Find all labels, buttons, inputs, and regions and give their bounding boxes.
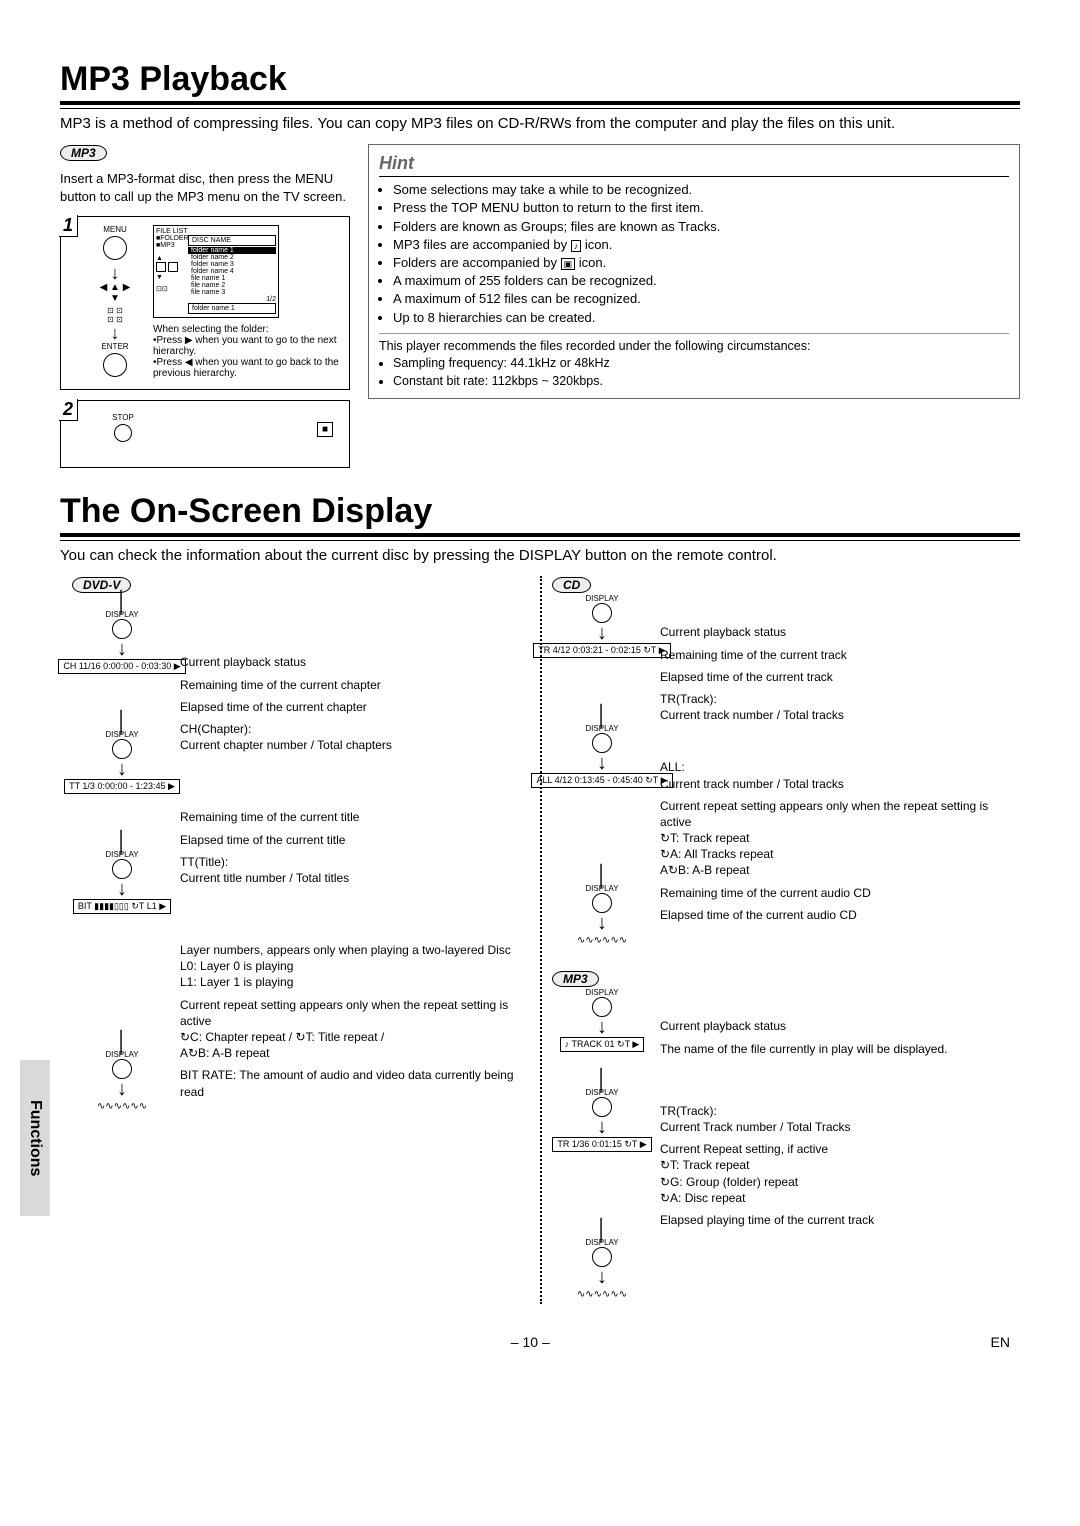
page-footer: – 10 – EN: [60, 1334, 1020, 1350]
mp3-badge: MP3: [60, 144, 350, 162]
osd-heading: The On-Screen Display: [60, 492, 1020, 531]
hint-list: Some selections may take a while to be r…: [379, 181, 1009, 327]
cd-badge: CD: [552, 576, 1008, 594]
osd-bar-all: ALL 4/12 0:13:45 - 0:45:40 ↻T ▶: [531, 773, 672, 788]
osd-bar-ch: CH 11/16 0:00:00 - 0:03:30 ▶: [58, 659, 185, 674]
osd-bar-tt: TT 1/3 0:00:00 - 1:23:45 ▶: [64, 779, 180, 794]
note-icon: ♪: [571, 240, 582, 252]
mp3-list1: Current playback status The name of the …: [660, 1018, 1008, 1056]
flow-display-1: │ DISPLAY ↓ CH 11/16 0:00:00 - 0:03:30 ▶…: [72, 594, 172, 1116]
cd-list2: ALL: Current track number / Total tracks…: [660, 759, 1008, 923]
mp3-osd-badge: MP3: [552, 970, 1008, 988]
cd-list1: Current playback status Remaining time o…: [660, 624, 1008, 723]
step-1-box: 1 MENU ↓ ◀ ▲ ▶▼ ⊡ ⊡⊡ ⊡ ↓ ENTER FI: [60, 216, 350, 390]
hint-title: Hint: [379, 151, 1009, 177]
remote-sketch-stop: STOP: [93, 413, 153, 446]
dvdv-badge: DVD-V: [72, 576, 528, 594]
heading-rule-2: [60, 533, 1020, 541]
remote-sketch-menu: MENU ↓ ◀ ▲ ▶▼ ⊡ ⊡⊡ ⊡ ↓ ENTER: [85, 225, 145, 381]
mp3-intro: MP3 is a method of compressing files. Yo…: [60, 115, 1020, 132]
mp3-list2: TR(Track): Current Track number / Total …: [660, 1103, 1008, 1228]
osd-bar-bit: BIT ▮▮▮▮▯▯▯ ↻T L1 ▶: [73, 899, 171, 914]
flow-display-mp3: DISPLAY ↓ ♪ TRACK 01 ↻T ▶ │ DISPLAY ↓ TR…: [552, 988, 652, 1304]
step-1-number: 1: [59, 215, 78, 237]
side-tab-functions: Functions: [20, 1060, 50, 1216]
dvdv-list2: Remaining time of the current title Elap…: [180, 809, 528, 886]
stop-icon: ■: [317, 422, 333, 437]
step-2-box: 2 STOP ■: [60, 400, 350, 468]
mp3-playback-heading: MP3 Playback: [60, 60, 1020, 99]
osd-bar-tr: TR 4/12 0:03:21 - 0:02:15 ↻T ▶: [533, 643, 670, 658]
hint-recs-intro: This player recommends the files recorde…: [379, 338, 1009, 356]
step1-notes: When selecting the folder: •Press ▶ when…: [153, 324, 341, 379]
osd-bar-tr2: TR 1/36 0:01:15 ↻T ▶: [552, 1137, 651, 1152]
flow-display-cd: DISPLAY ↓ TR 4/12 0:03:21 - 0:02:15 ↻T ▶…: [552, 594, 652, 950]
osd-bar-track: ♪ TRACK 01 ↻T ▶: [560, 1037, 645, 1052]
column-divider: [540, 576, 542, 1304]
dvdv-list1: Current playback status Remaining time o…: [180, 654, 528, 753]
dvdv-list3: Layer numbers, appears only when playing…: [180, 942, 528, 1100]
heading-rule: [60, 101, 1020, 109]
folder-icon: ▣: [561, 258, 576, 270]
mp3-instruction: Insert a MP3-format disc, then press the…: [60, 170, 350, 206]
file-list-tv-box: FILE LIST ■FOLDER ■MP3 ▲ ▼ ⊡⊡: [153, 225, 279, 318]
step-2-number: 2: [59, 399, 78, 421]
osd-intro: You can check the information about the …: [60, 547, 1020, 564]
hint-box: Hint Some selections may take a while to…: [368, 144, 1020, 399]
